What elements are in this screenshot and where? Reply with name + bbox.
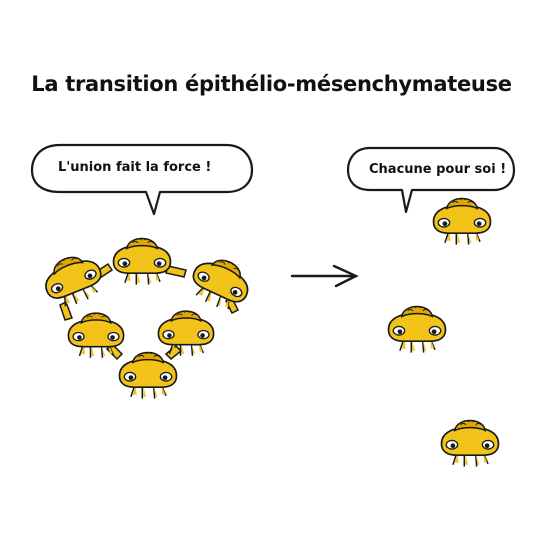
cell — [118, 351, 178, 400]
cell — [184, 249, 257, 318]
cell — [440, 419, 500, 468]
cell — [157, 310, 215, 357]
speech-bubble-right — [346, 146, 516, 214]
page-title: La transition épithélio-mésenchymateuse — [31, 72, 512, 96]
arrow-right-icon — [290, 264, 359, 288]
speech-bubble-left-text: L'union fait la force ! — [58, 160, 212, 175]
cell — [37, 247, 110, 314]
cell — [112, 237, 172, 286]
mesenchymal-cells — [387, 197, 500, 468]
cell — [387, 305, 447, 354]
speech-bubble-right-text: Chacune pour soi ! — [369, 162, 507, 177]
cell — [432, 197, 492, 246]
speech-bubble-left — [30, 143, 254, 216]
